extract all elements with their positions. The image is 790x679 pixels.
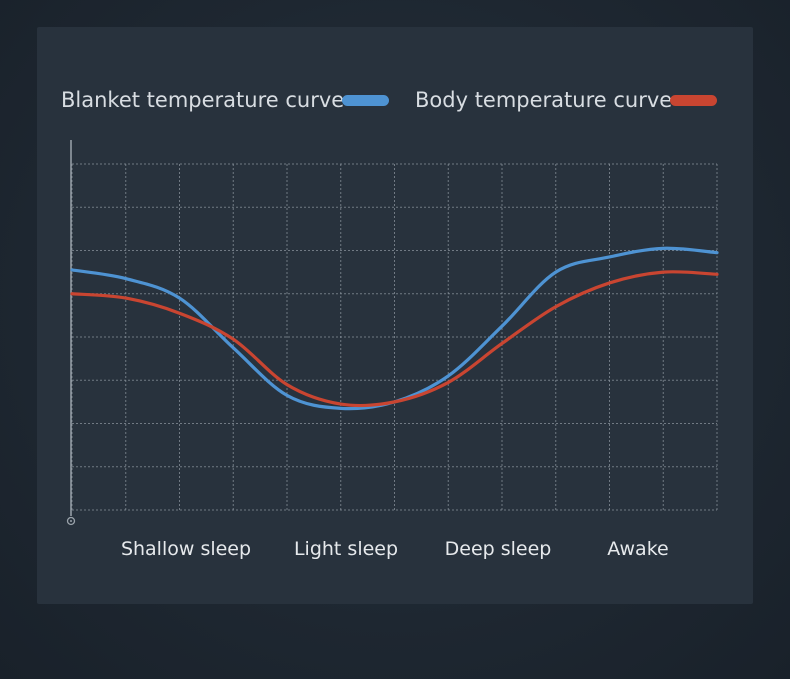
x-tick-label-deep-sleep: Deep sleep	[444, 538, 552, 560]
y-axis	[66, 140, 76, 526]
x-tick-label-awake: Awake	[607, 538, 669, 560]
chart-grid	[71, 163, 718, 511]
chart-panel	[37, 27, 753, 604]
legend-label-body: Body temperature curve	[415, 88, 673, 112]
x-tick-label-light-sleep: Light sleep	[293, 538, 399, 560]
chart-series	[70, 246, 719, 411]
legend-swatch-blanket	[342, 95, 389, 106]
series-line-body-temperature	[70, 270, 719, 408]
axis-origin-dot	[70, 520, 72, 522]
x-tick-label-shallow-sleep: Shallow sleep	[120, 538, 252, 560]
legend-swatch-body	[670, 95, 717, 106]
axis-origin-marker	[66, 516, 76, 526]
legend-label-blanket: Blanket temperature curve	[61, 88, 345, 112]
